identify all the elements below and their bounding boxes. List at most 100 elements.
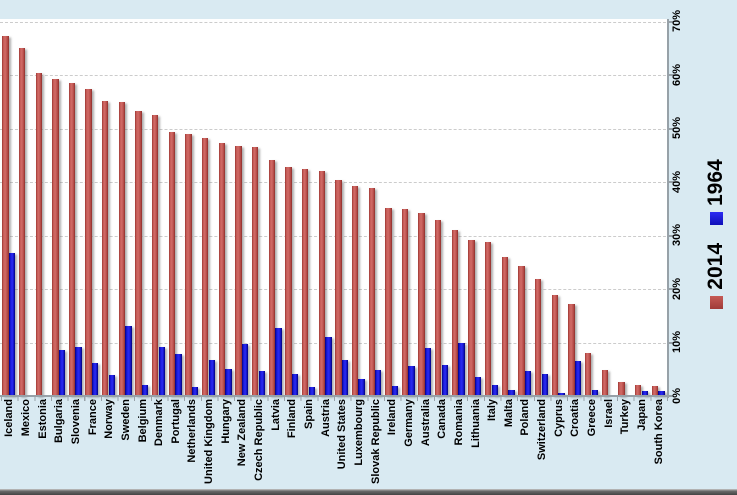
y-axis-label-70%: 70% [671, 0, 697, 47]
bar-2014-denmark [152, 114, 159, 396]
bar-2014-cyprus [551, 295, 559, 396]
bar-2014-slovak-republic [368, 187, 375, 396]
bar-2014-poland [518, 266, 525, 396]
bar-2014-switzerland [535, 279, 542, 396]
x-axis-label-text: Greece [586, 399, 599, 437]
bar-2014-austria [318, 171, 325, 396]
x-axis-ticks [1, 397, 668, 401]
y-tick-0% [667, 395, 674, 397]
bar-2014-united-kingdom [202, 138, 209, 396]
bar-2014-hungary [218, 142, 226, 396]
x-axis-label-france: France [84, 399, 101, 494]
x-axis-label-text: Estonia [36, 399, 49, 439]
y-axis-label-60%: 60% [671, 50, 697, 100]
x-axis-label-iceland: Iceland [1, 399, 18, 494]
x-axis-label-text: Poland [519, 399, 532, 436]
bar-2014-netherlands [185, 133, 192, 396]
y-tick-50% [667, 127, 674, 130]
x-axis-label-text: Latvia [269, 399, 282, 431]
gridline-20% [0, 289, 666, 290]
legend-label-2014: 2014 [704, 243, 727, 290]
x-axis-label-malta: Malta [501, 399, 518, 494]
x-axis-label-text: Germany [402, 399, 415, 447]
x-axis-label-text: Turkey [619, 399, 632, 435]
x-axis-label-text: Japan [636, 399, 648, 431]
x-axis-label-text: Denmark [153, 399, 166, 447]
bar-1964-italy [491, 385, 499, 396]
y-tick-20% [667, 288, 674, 290]
bar-2014-israel [601, 370, 608, 396]
y-axis-label-50%: 50% [671, 104, 697, 154]
x-axis-label-norway: Norway [101, 399, 118, 494]
y-axis-label-40%: 40% [671, 157, 697, 207]
bar-1964-finland [291, 373, 299, 396]
x-axis-label-text: Spain [303, 399, 315, 429]
bar-1964-latvia [275, 328, 282, 396]
x-axis-label-text: United States [336, 399, 349, 470]
bar-1964-austria [325, 336, 332, 396]
bar-2014-finland [285, 166, 292, 396]
x-axis-label-text: Bulgaria [53, 399, 66, 444]
y-tick-60% [667, 74, 674, 76]
x-axis-label-romania: Romania [451, 399, 468, 494]
gridline-40% [0, 182, 666, 183]
y-axis-label-0%: 0% [671, 371, 697, 421]
gridline-10% [0, 342, 666, 344]
x-axis-label-denmark: Denmark [151, 399, 168, 494]
bar-1964-slovenia [75, 347, 82, 396]
x-axis-label-turkey: Turkey [617, 399, 634, 494]
x-axis-label-switzerland: Switzerland [534, 399, 551, 494]
x-axis-label-text: Lithuania [469, 399, 482, 448]
bar-1964-netherlands [191, 387, 199, 396]
x-axis-label-text: Austria [319, 399, 332, 437]
x-axis-label-estonia: Estonia [34, 399, 51, 494]
y-axis-label-text: 30% [671, 224, 683, 247]
x-axis-label-canada: Canada [434, 399, 451, 494]
bar-2014-belgium [135, 110, 142, 396]
bar-1964-belgium [142, 384, 149, 396]
bar-1964-luxembourg [358, 379, 365, 396]
x-axis-label-japan: Japan [634, 399, 651, 494]
bar-1964-lithuania [475, 377, 482, 396]
bar-2014-czech-republic [251, 146, 259, 396]
bar-2014-greece [584, 353, 592, 396]
bar-1964-hungary [225, 368, 232, 396]
x-axis-label-text: Croatia [569, 399, 582, 437]
legend-item-2014: 2014 [704, 243, 728, 309]
x-axis-label-united-kingdom: United Kingdom [201, 399, 218, 494]
bar-2014-south-korea [651, 385, 658, 396]
bar-1964-france [92, 362, 99, 396]
x-axis-label-text: South Korea [652, 399, 665, 465]
bar-2014-malta [501, 257, 509, 396]
x-axis-label-text: Luxembourg [352, 399, 365, 466]
bar-1964-switzerland [541, 373, 548, 396]
x-axis-label-text: Belgium [136, 399, 149, 443]
x-axis-label-australia: Australia [417, 399, 434, 494]
bar-2014-latvia [268, 160, 275, 396]
bar-2014-france [85, 89, 92, 396]
bar-2014-new-zealand [235, 145, 242, 396]
bar-1964-south-korea [658, 391, 665, 396]
x-axis-label-cyprus: Cyprus [550, 399, 567, 494]
y-tick-30% [667, 234, 674, 237]
bar-1964-croatia [574, 360, 582, 396]
x-axis-label-text: Slovenia [69, 399, 82, 445]
y-axis-label-text: 50% [671, 117, 683, 140]
bar-1964-cyprus [558, 393, 565, 396]
x-axis-label-slovak-republic: Slovak Republic [367, 399, 384, 494]
bar-2014-norway [102, 100, 109, 396]
legend-label-1964: 1964 [704, 159, 727, 206]
x-axis-label-text: Iceland [3, 399, 16, 437]
x-axis-label-new-zealand: New Zealand [234, 399, 251, 494]
bar-2014-canada [435, 219, 442, 396]
x-axis-label-text: Australia [419, 399, 432, 447]
legend-swatch-2014 [709, 295, 723, 309]
x-axis-label-sweden: Sweden [118, 399, 135, 494]
bar-1964-slovak-republic [375, 369, 382, 396]
bar-1964-romania [458, 343, 465, 396]
x-axis-label-czech-republic: Czech Republic [251, 399, 268, 494]
bar-1964-norway [108, 375, 116, 396]
bar-2014-germany [401, 208, 409, 397]
x-axis-label-croatia: Croatia [567, 399, 584, 494]
x-axis-label-text: Czech Republic [253, 399, 266, 481]
